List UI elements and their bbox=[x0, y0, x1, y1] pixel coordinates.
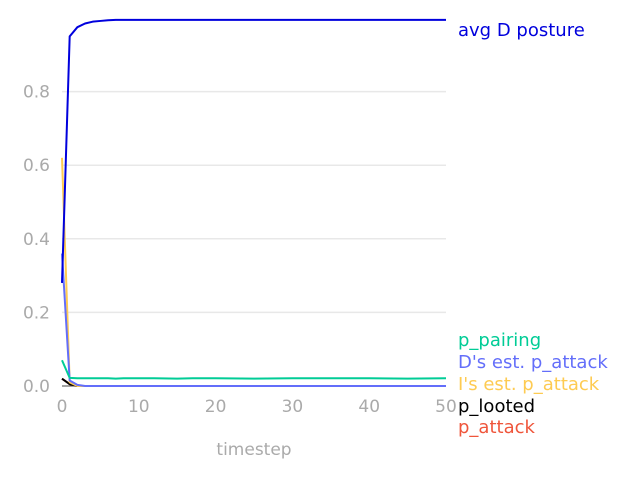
series-label-p-pairing: p_pairing bbox=[458, 330, 541, 351]
series-label-avg-d-posture: avg D posture bbox=[458, 20, 585, 41]
series-lines bbox=[61, 18, 447, 387]
y-tick-label: 0.0 bbox=[23, 377, 50, 397]
series-line-p-looted bbox=[61, 377, 446, 387]
x-tick-label: 30 bbox=[282, 397, 304, 417]
x-tick-label: 0 bbox=[57, 397, 68, 417]
x-tick-label: 10 bbox=[128, 397, 150, 417]
x-tick-label: 50 bbox=[435, 397, 457, 417]
y-tick-label: 0.8 bbox=[23, 83, 50, 103]
y-tick-label: 0.6 bbox=[23, 156, 50, 176]
series-line-i-s-est-p-attack bbox=[61, 157, 446, 387]
series-label-i-s-est-p-attack: I's est. p_attack bbox=[458, 374, 600, 395]
series-line-p-attack bbox=[61, 377, 446, 387]
y-axis: 0.0 0.2 0.4 0.6 0.8 bbox=[23, 83, 50, 397]
x-axis: 0 10 20 30 40 50 bbox=[57, 397, 457, 417]
y-tick-label: 0.2 bbox=[23, 303, 50, 323]
series-line-d-s-est-p-attack bbox=[61, 253, 446, 387]
series-line-p-pairing bbox=[61, 359, 447, 380]
series-label-p-looted: p_looted bbox=[458, 396, 535, 417]
y-tick-label: 0.4 bbox=[23, 230, 50, 250]
series-label-p-attack: p_attack bbox=[458, 417, 535, 438]
series-label-d-s-est-p-attack: D's est. p_attack bbox=[458, 352, 608, 373]
x-axis-title: timestep bbox=[216, 440, 291, 460]
x-tick-label: 40 bbox=[358, 397, 380, 417]
gridlines bbox=[62, 90, 446, 387]
x-tick-label: 20 bbox=[205, 397, 227, 417]
series-line-avg-d-posture bbox=[61, 18, 446, 283]
